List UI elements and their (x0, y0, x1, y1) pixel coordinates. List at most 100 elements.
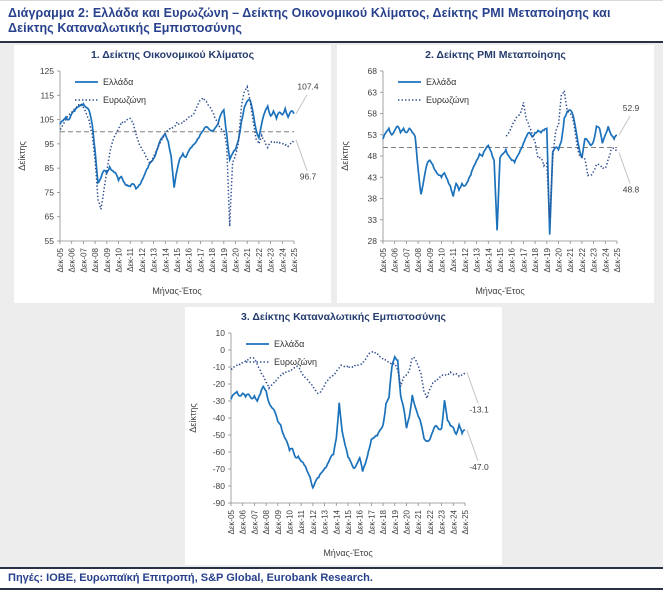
svg-text:Δεκ-09: Δεκ-09 (426, 247, 435, 272)
svg-text:Δεκ-24: Δεκ-24 (449, 509, 458, 534)
svg-text:Δεκ-19: Δεκ-19 (391, 509, 400, 534)
series-line-greece (382, 108, 618, 235)
svg-text:Δεκ-24: Δεκ-24 (601, 247, 610, 272)
svg-text:Δεκ-08: Δεκ-08 (262, 509, 271, 534)
end-label-leader (295, 139, 308, 171)
chart-title-pmi-manufacturing: 2. Δείκτης PMI Μεταποίησης (425, 48, 566, 61)
series-line-greece (230, 354, 466, 490)
svg-text:95: 95 (45, 138, 55, 148)
svg-text:-60: -60 (213, 447, 226, 457)
svg-text:Δεκ-13: Δεκ-13 (321, 509, 330, 534)
legend: Ελλάδα Ευρωζώνη (398, 77, 469, 105)
svg-text:Δεκ-12: Δεκ-12 (309, 509, 318, 534)
chart-title-economic-climate: 1. Δείκτης Οικονομικού Κλίματος (90, 48, 255, 61)
charts-area: 1. Δείκτης Οικονομικού Κλίματος 55 65 75 85… (0, 42, 663, 567)
svg-text:63: 63 (368, 87, 378, 97)
end-label-leader (295, 93, 308, 114)
svg-text:Δεκ-10: Δεκ-10 (286, 509, 295, 534)
svg-text:Δεκ-22: Δεκ-22 (578, 247, 587, 272)
end-label-greece: 107.4 (297, 81, 319, 91)
svg-text:Δεκ-19: Δεκ-19 (220, 247, 229, 272)
y-axis-title: Δείκτης (188, 402, 198, 432)
svg-text:Δεκ-09: Δεκ-09 (274, 509, 283, 534)
svg-text:Δεκ-07: Δεκ-07 (79, 247, 88, 272)
svg-text:Δεκ-17: Δεκ-17 (196, 247, 205, 272)
end-label-leader (618, 151, 631, 184)
svg-text:Δεκ-24: Δεκ-24 (278, 247, 287, 272)
svg-text:Δεκ-06: Δεκ-06 (68, 247, 77, 272)
svg-text:Δεκ-12: Δεκ-12 (138, 247, 147, 272)
end-label-greece: 52.9 (623, 103, 640, 113)
y-axis-ticks: 28 33 38 43 48 53 58 63 68 (368, 66, 383, 246)
axes (230, 332, 465, 503)
legend-label: Ευρωζώνη (103, 95, 146, 105)
x-axis-ticks: Δεκ-05 Δεκ-06 Δεκ-07 Δεκ-08 Δεκ-09 Δεκ-10 Δεκ-… (227, 502, 470, 534)
svg-text:Δεκ-15: Δεκ-15 (496, 247, 505, 272)
end-label-greece: -47.0 (469, 461, 489, 471)
svg-text:-40: -40 (213, 413, 226, 423)
svg-text:-80: -80 (213, 481, 226, 491)
svg-text:Δεκ-11: Δεκ-11 (297, 509, 306, 533)
svg-text:Δεκ-07: Δεκ-07 (250, 509, 259, 534)
svg-text:Δεκ-13: Δεκ-13 (473, 247, 482, 272)
svg-text:58: 58 (368, 108, 378, 118)
svg-text:Δεκ-11: Δεκ-11 (449, 247, 458, 271)
svg-text:Δεκ-25: Δεκ-25 (613, 247, 622, 272)
svg-text:Δεκ-19: Δεκ-19 (543, 247, 552, 272)
end-label-eurozone: 48.8 (623, 184, 640, 194)
y-axis-title: Δείκτης (17, 140, 27, 170)
svg-text:Δεκ-22: Δεκ-22 (255, 247, 264, 272)
svg-text:Δεκ-16: Δεκ-16 (356, 509, 365, 534)
svg-text:-30: -30 (213, 396, 226, 406)
y-axis-ticks: 55 65 75 85 95 105 115 125 (40, 66, 60, 246)
svg-text:Δεκ-18: Δεκ-18 (379, 509, 388, 534)
svg-text:68: 68 (368, 66, 378, 76)
end-label-eurozone: 96.7 (300, 171, 317, 181)
svg-text:43: 43 (368, 172, 378, 182)
svg-text:Δεκ-05: Δεκ-05 (227, 509, 236, 534)
y-axis-title: Δείκτης (340, 140, 350, 170)
legend-label: Ελλάδα (426, 77, 456, 87)
legend-label: Ελλάδα (274, 339, 304, 349)
svg-text:Δεκ-14: Δεκ-14 (332, 509, 341, 534)
svg-text:-90: -90 (213, 498, 226, 508)
series-line-eurozone (59, 84, 295, 226)
svg-text:Δεκ-08: Δεκ-08 (414, 247, 423, 272)
svg-text:Δεκ-07: Δεκ-07 (402, 247, 411, 272)
svg-text:Δεκ-18: Δεκ-18 (531, 247, 540, 272)
end-label-leader (466, 429, 479, 461)
svg-text:Δεκ-23: Δεκ-23 (590, 247, 599, 272)
svg-text:Δεκ-08: Δεκ-08 (91, 247, 100, 272)
svg-text:Δεκ-25: Δεκ-25 (461, 509, 470, 534)
svg-text:Δεκ-11: Δεκ-11 (126, 247, 135, 271)
svg-text:Δεκ-06: Δεκ-06 (391, 247, 400, 272)
source-note: Πηγές: ΙΟΒΕ, Ευρωπαϊκή Επιτροπή, S&P Glo… (0, 566, 663, 590)
svg-text:Δεκ-17: Δεκ-17 (519, 247, 528, 272)
svg-text:Δεκ-25: Δεκ-25 (290, 247, 299, 272)
svg-text:Δεκ-05: Δεκ-05 (379, 247, 388, 272)
legend-label: Ευρωζώνη (274, 357, 317, 367)
chart-title-consumer-confidence: 3. Δείκτης Καταναλωτικής Εμπιστοσύνης (241, 310, 446, 323)
svg-text:Δεκ-12: Δεκ-12 (461, 247, 470, 272)
svg-text:Δεκ-16: Δεκ-16 (185, 247, 194, 272)
svg-text:Δεκ-20: Δεκ-20 (555, 247, 564, 272)
figure-title: Διάγραμμα 2: Ελλάδα και Ευρωζώνη – Δείκτ… (0, 0, 663, 43)
svg-text:85: 85 (45, 163, 55, 173)
x-axis-ticks: Δεκ-05 Δεκ-06 Δεκ-07 Δεκ-08 Δεκ-09 Δεκ-10 Δεκ-… (379, 240, 622, 272)
svg-text:Δεκ-20: Δεκ-20 (232, 247, 241, 272)
svg-text:10: 10 (216, 328, 226, 338)
svg-text:Δεκ-17: Δεκ-17 (367, 509, 376, 534)
svg-text:28: 28 (368, 236, 378, 246)
svg-text:Δεκ-05: Δεκ-05 (56, 247, 65, 272)
x-axis-title: Μήνας-Έτος (152, 286, 202, 296)
series-line-greece (59, 98, 295, 190)
end-label-leader (618, 115, 631, 135)
svg-text:Δεκ-15: Δεκ-15 (173, 247, 182, 272)
chart-panel-consumer-confidence: 3. Δείκτης Καταναλωτικής Εμπιστοσύνης -9… (185, 306, 502, 565)
y-axis-ticks: -90 -80 -70 -60 -50 -40 -30 -20 -10 0 10 (213, 328, 231, 508)
svg-text:38: 38 (368, 193, 378, 203)
end-label-eurozone: -13.1 (469, 404, 489, 414)
